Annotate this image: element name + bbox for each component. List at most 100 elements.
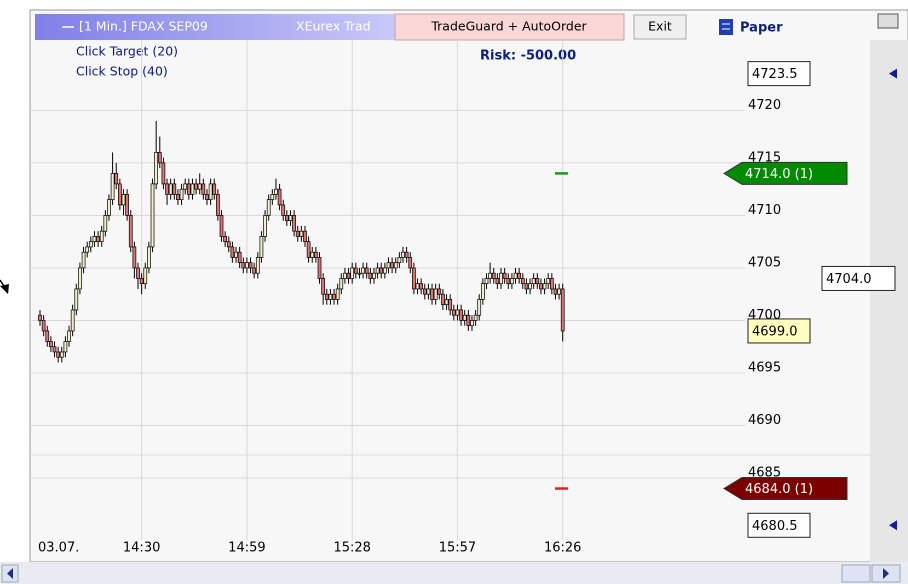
price-label: 4684.0 (1) bbox=[745, 482, 813, 497]
candle-body bbox=[383, 267, 387, 274]
candle-body bbox=[263, 215, 267, 237]
candle-body bbox=[422, 288, 427, 295]
risk-label: Risk: -500.00 bbox=[480, 49, 576, 64]
candle-body bbox=[488, 272, 492, 279]
candle-body bbox=[357, 272, 362, 275]
scroll-thumb[interactable] bbox=[841, 564, 871, 583]
candle-body bbox=[335, 288, 340, 300]
x-tick-label: 15:28 bbox=[333, 541, 370, 556]
candle-body bbox=[386, 262, 391, 269]
candle-body bbox=[459, 309, 463, 321]
candle-body bbox=[303, 230, 307, 243]
candle-body bbox=[161, 162, 166, 185]
candle-body bbox=[70, 309, 75, 332]
candle-body bbox=[412, 267, 416, 290]
candle-body bbox=[216, 194, 220, 216]
candle-body bbox=[81, 251, 86, 269]
candle-body bbox=[45, 330, 50, 342]
candle-body bbox=[88, 241, 93, 248]
candle-body bbox=[139, 278, 144, 285]
price-arrow bbox=[889, 68, 897, 79]
stop-label[interactable]: Click Stop (40) bbox=[76, 64, 168, 79]
candle-body bbox=[542, 283, 547, 290]
candle-body bbox=[437, 288, 442, 295]
candle-body bbox=[270, 194, 275, 201]
x-tick-label: 14:30 bbox=[123, 541, 160, 556]
candle-body bbox=[226, 241, 231, 248]
link-icon[interactable] bbox=[877, 13, 899, 29]
candle-body bbox=[361, 267, 365, 274]
candle-body bbox=[451, 309, 456, 316]
candle-body bbox=[252, 267, 257, 274]
candle-body bbox=[38, 314, 42, 321]
x-tick-label: 14:59 bbox=[228, 541, 265, 556]
candle-body bbox=[455, 309, 460, 316]
exit-button[interactable] bbox=[633, 14, 687, 40]
candle-body bbox=[314, 251, 318, 258]
price-arrow bbox=[889, 520, 897, 531]
candle-body bbox=[448, 299, 453, 311]
target-label[interactable]: Click Target (20) bbox=[76, 44, 178, 59]
candle-body bbox=[136, 267, 140, 279]
candle-body bbox=[510, 278, 514, 285]
candle-body bbox=[241, 262, 246, 269]
candle-body bbox=[56, 351, 61, 358]
x-tick-label: 16:26 bbox=[544, 541, 581, 556]
price-box bbox=[821, 265, 896, 291]
candle-body bbox=[110, 173, 115, 201]
chart-label-bar[interactable] bbox=[35, 14, 395, 40]
candle-body bbox=[234, 251, 238, 258]
candle-body bbox=[513, 272, 518, 279]
y-tick-label: 4705 bbox=[748, 255, 781, 270]
candle-body bbox=[194, 183, 198, 190]
candle-body bbox=[121, 194, 126, 206]
candle-body bbox=[284, 215, 289, 222]
candle-body bbox=[321, 278, 325, 295]
account-label[interactable]: Paper bbox=[740, 21, 783, 36]
candle-body bbox=[364, 267, 369, 274]
candle-body bbox=[524, 283, 529, 290]
candle-body bbox=[499, 272, 503, 285]
candle-body bbox=[546, 278, 551, 285]
candle-body bbox=[107, 199, 111, 216]
tradeguard-button[interactable] bbox=[394, 13, 625, 41]
candle-body bbox=[67, 330, 71, 342]
candle-body bbox=[292, 215, 296, 232]
price-label: 4714.0 (1) bbox=[745, 167, 813, 182]
candle-body bbox=[237, 251, 242, 264]
price-tag bbox=[723, 161, 848, 185]
tradeguard-label: TradeGuard + AutoOrder bbox=[430, 19, 587, 34]
candle-body bbox=[85, 246, 90, 253]
candle-body bbox=[404, 251, 409, 258]
candle-body bbox=[288, 215, 293, 222]
candle-body bbox=[99, 230, 104, 243]
candle-body bbox=[150, 183, 155, 248]
candle-body bbox=[426, 288, 431, 295]
x-tick-label: 15:57 bbox=[439, 541, 476, 556]
scroll-right-arrow bbox=[883, 568, 889, 579]
candle-body bbox=[557, 288, 561, 295]
candle-body bbox=[179, 188, 184, 201]
candle-body bbox=[539, 283, 543, 290]
candle-body bbox=[277, 188, 282, 206]
x-tick-label: 03.07. bbox=[38, 541, 79, 556]
account-icon bbox=[719, 19, 733, 35]
candle-body bbox=[520, 278, 525, 285]
candle-body bbox=[212, 183, 217, 195]
candle-body bbox=[368, 272, 373, 279]
candle-body bbox=[63, 341, 68, 353]
scrollbar[interactable] bbox=[0, 562, 908, 584]
candle-body bbox=[245, 262, 249, 269]
candle-body bbox=[484, 278, 489, 285]
candle-body bbox=[147, 246, 151, 269]
connection-label: XEurex Trad bbox=[296, 19, 371, 34]
candle-body bbox=[154, 152, 159, 185]
candle-body bbox=[353, 267, 358, 274]
price-label: 4699.0 bbox=[752, 324, 798, 339]
candle-body bbox=[375, 267, 380, 274]
candle-body bbox=[372, 272, 376, 279]
y-tick-label: 4710 bbox=[748, 203, 781, 218]
candle-body bbox=[74, 288, 79, 311]
